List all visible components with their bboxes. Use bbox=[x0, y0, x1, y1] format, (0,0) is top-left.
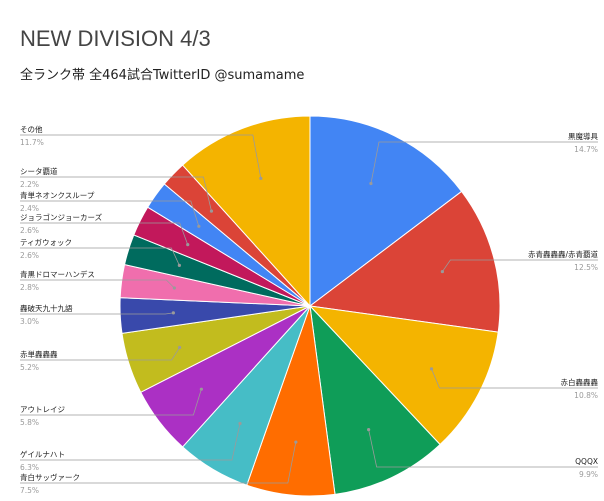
pie-slice bbox=[308, 305, 499, 446]
slice-label: 青単ネオンクスループ bbox=[20, 190, 95, 200]
pie-slice bbox=[308, 190, 501, 333]
label-leader-line bbox=[20, 200, 200, 227]
pie-slice bbox=[309, 304, 441, 495]
pie-slice bbox=[309, 115, 463, 308]
slice-percent-label: 11.7% bbox=[20, 138, 44, 147]
slice-percent-label: 12.5% bbox=[574, 263, 598, 272]
slice-percent-label: 9.9% bbox=[579, 470, 598, 479]
slice-percent-label: 10.8% bbox=[574, 391, 598, 400]
label-leader-line bbox=[20, 423, 241, 461]
slice-label: 赤単轟轟轟 bbox=[20, 349, 58, 359]
label-leader-line bbox=[20, 441, 297, 484]
slice-percent-label: 2.6% bbox=[20, 251, 39, 260]
label-leader-line bbox=[20, 222, 189, 245]
label-leader-line bbox=[20, 347, 180, 361]
slice-percent-label: 2.2% bbox=[20, 180, 39, 189]
label-leader-line bbox=[20, 176, 212, 212]
slice-percent-label: 5.2% bbox=[20, 363, 39, 372]
label-leader-line bbox=[20, 134, 262, 179]
slice-label: 赤青轟轟轟/赤青覇道 bbox=[528, 249, 599, 259]
slice-percent-label: 6.3% bbox=[20, 463, 39, 472]
pie-slice bbox=[181, 115, 311, 308]
pie-labels: 黒魔導具 14.7% 赤青轟轟轟/赤青覇道 12.5% 赤白轟轟轟 10.8% QQQX 9.… bbox=[20, 124, 598, 495]
slice-label: その他 bbox=[20, 124, 43, 134]
slice-label: 青白サッヴァーク bbox=[20, 472, 80, 482]
label-leader-line bbox=[20, 247, 180, 266]
label-leader-line bbox=[370, 141, 598, 184]
label-leader-line bbox=[20, 279, 175, 289]
slice-label: QQQX bbox=[575, 457, 598, 466]
chart-title: NEW DIVISION 4/3 bbox=[20, 26, 211, 51]
slice-label: 青黒ドロマーハンデス bbox=[20, 269, 95, 279]
slice-label: 黒魔導具 bbox=[568, 131, 598, 141]
slice-percent-label: 3.0% bbox=[20, 317, 39, 326]
slice-percent-label: 2.6% bbox=[20, 226, 39, 235]
slice-label: 赤白轟轟轟 bbox=[561, 377, 599, 387]
slice-percent-label: 14.7% bbox=[574, 145, 598, 154]
slice-percent-label: 5.8% bbox=[20, 418, 39, 427]
slice-label: シータ覇道 bbox=[20, 166, 58, 176]
slice-percent-label: 7.5% bbox=[20, 486, 39, 495]
slice-label: ジョラゴンジョーカーズ bbox=[20, 212, 103, 222]
slice-label: 轟破天九十九語 bbox=[20, 303, 73, 313]
pie-slices bbox=[119, 115, 501, 497]
label-leader-line bbox=[368, 429, 598, 468]
slice-label: ティガウォック bbox=[20, 237, 72, 247]
label-leader-line bbox=[442, 259, 598, 272]
chart-subtitle: 全ランク帯 全464試合TwitterID @sumamame bbox=[20, 68, 305, 83]
label-leader-line bbox=[431, 368, 598, 389]
label-leader-line bbox=[20, 312, 174, 315]
slice-label: アウトレイジ bbox=[20, 405, 65, 414]
slice-label: ゲイルナハト bbox=[20, 450, 65, 459]
slice-percent-label: 2.8% bbox=[20, 283, 39, 292]
slice-percent-label: 2.4% bbox=[20, 204, 39, 213]
label-leader-line bbox=[20, 389, 202, 416]
